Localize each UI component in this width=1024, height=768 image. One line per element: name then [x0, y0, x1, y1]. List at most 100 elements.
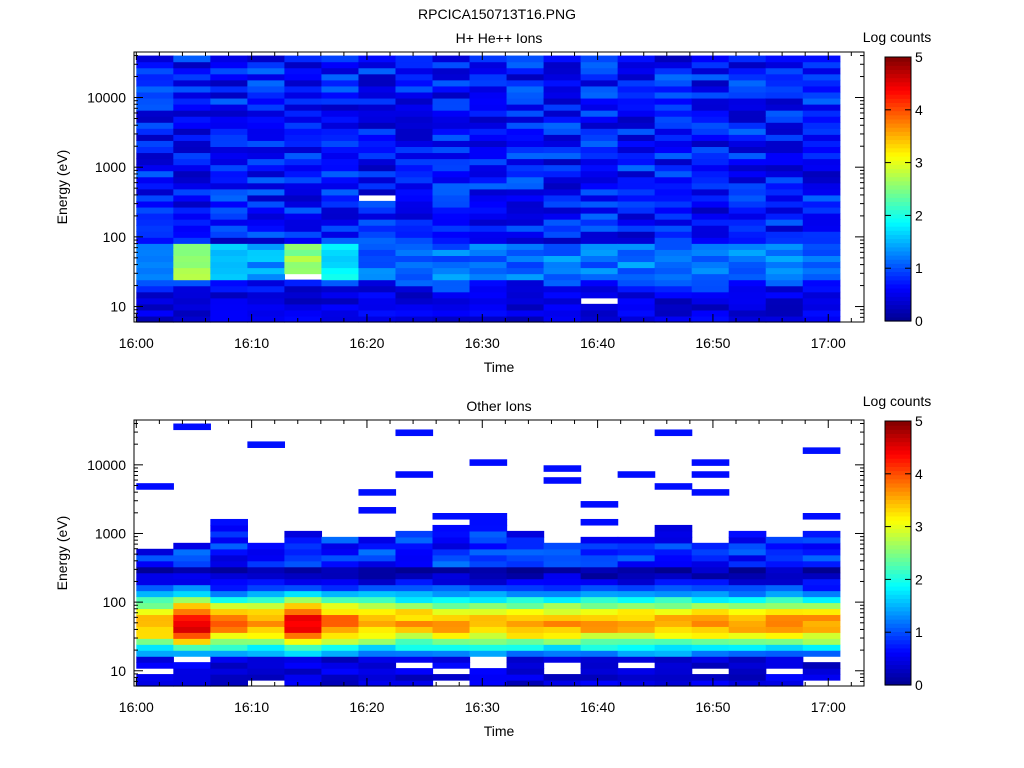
colorbar-swatch — [885, 238, 911, 244]
heatmap-cell — [506, 249, 545, 256]
heatmap-cell — [580, 273, 619, 281]
heatmap-cell — [580, 200, 619, 208]
heatmap-cell — [580, 291, 619, 299]
heatmap-cell — [432, 542, 471, 550]
heatmap-cell — [247, 188, 286, 196]
colorbar-swatch — [885, 283, 911, 289]
heatmap-cell — [173, 67, 211, 75]
heatmap-cell — [802, 128, 841, 135]
heatmap-cell — [691, 632, 730, 639]
heatmap-cell — [321, 602, 360, 610]
heatmap-cell — [321, 79, 360, 87]
heatmap-cell — [321, 152, 360, 160]
heatmap-cell — [506, 602, 545, 610]
heatmap-cell — [432, 134, 471, 141]
heatmap-cell — [358, 237, 397, 244]
heatmap-cell — [765, 578, 804, 586]
heatmap-cell — [469, 267, 508, 275]
heatmap-cell — [506, 134, 545, 141]
heatmap-cell — [617, 140, 656, 147]
heatmap-cell — [358, 566, 397, 574]
heatmap-cell — [210, 152, 248, 160]
heatmap-cell — [765, 608, 804, 616]
heatmap-cell — [210, 164, 248, 172]
heatmap-cell — [728, 566, 767, 574]
heatmap-cell — [395, 73, 434, 81]
y-tick-label: 1000 — [95, 159, 126, 175]
heatmap-cell — [654, 67, 693, 75]
heatmap-cell — [395, 632, 434, 639]
heatmap-cell — [654, 566, 693, 574]
heatmap-cell — [173, 225, 211, 232]
heatmap-cell — [506, 279, 545, 287]
heatmap-cell — [654, 590, 693, 598]
x-tick-label: 16:50 — [695, 335, 730, 351]
heatmap-cell — [136, 674, 174, 681]
heatmap-cell — [136, 614, 174, 621]
heatmap-cell — [247, 170, 286, 178]
heatmap-cell — [506, 303, 545, 311]
y-axis-label: Energy (eV) — [54, 516, 70, 591]
heatmap-cell — [654, 104, 693, 111]
heatmap-cell — [395, 626, 434, 633]
heatmap-cell — [247, 632, 286, 639]
heatmap-cell — [395, 128, 434, 135]
heatmap-cell — [543, 146, 582, 154]
heatmap-cell — [210, 243, 248, 250]
heatmap-cell — [617, 620, 656, 627]
heatmap-cell — [691, 91, 730, 99]
heatmap-cell — [432, 548, 471, 556]
heatmap-cell — [136, 61, 174, 69]
heatmap-cell — [173, 261, 211, 269]
heatmap-cell — [506, 231, 545, 238]
heatmap-cell — [173, 267, 211, 275]
heatmap-cell — [432, 97, 471, 105]
heatmap-cell — [136, 626, 174, 633]
heatmap-cell — [617, 674, 656, 681]
heatmap-cell — [395, 273, 434, 281]
x-tick-label: 16:20 — [349, 335, 384, 351]
heatmap-cell — [802, 536, 841, 544]
heatmap-cell — [432, 566, 471, 574]
heatmap-cell — [580, 146, 619, 154]
colorbar-swatch — [885, 77, 911, 83]
heatmap-cell — [284, 194, 323, 202]
heatmap-cell — [358, 315, 397, 323]
heatmap-cell — [173, 309, 211, 317]
heatmap-cell — [247, 542, 286, 550]
heatmap-cell — [617, 219, 656, 226]
heatmap-cell — [543, 97, 582, 105]
heatmap-cell — [580, 626, 619, 633]
heatmap-cell — [543, 116, 582, 123]
heatmap-cell — [358, 122, 397, 129]
colorbar-swatch — [885, 201, 911, 207]
heatmap-cell — [580, 279, 619, 287]
heatmap-cell — [654, 650, 693, 657]
heatmap-cell — [580, 285, 619, 293]
heatmap-cell — [802, 608, 841, 616]
colorbar-swatch — [885, 180, 911, 186]
heatmap-cell — [654, 524, 693, 532]
heatmap-cell — [506, 542, 545, 550]
heatmap-cell — [395, 249, 434, 256]
heatmap-cell — [173, 140, 211, 147]
heatmap-cell — [691, 471, 730, 478]
heatmap-cell — [284, 67, 323, 75]
heatmap-cell — [617, 273, 656, 281]
heatmap-cell — [728, 590, 767, 598]
heatmap-cell — [284, 548, 323, 556]
colorbar-swatch — [885, 94, 911, 99]
heatmap-cell — [136, 566, 174, 574]
heatmap-cell — [617, 560, 656, 568]
heatmap-cell — [728, 680, 767, 687]
heatmap-cell — [654, 429, 693, 437]
colorbar-tick-label: 2 — [915, 571, 923, 587]
heatmap-cell — [506, 315, 545, 323]
heatmap-cell — [395, 55, 434, 63]
heatmap-cell — [654, 273, 693, 281]
heatmap-cell — [691, 249, 730, 256]
heatmap-cell — [432, 91, 471, 99]
heatmap-cell — [321, 638, 360, 645]
heatmap-cell — [321, 116, 360, 123]
heatmap-cell — [543, 674, 582, 681]
